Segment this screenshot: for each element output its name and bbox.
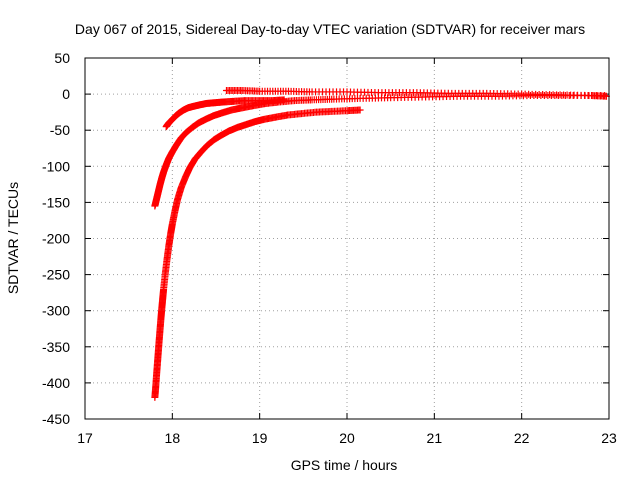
y-tick-labels: 50 0 -50 -100 -150 -200 -250 -300 -350 -400 -450 <box>42 50 70 427</box>
data-points <box>151 86 610 401</box>
y-tick-label: -400 <box>42 375 70 391</box>
x-tick-label: 23 <box>601 430 617 446</box>
data-point <box>280 96 288 104</box>
y-tick-label: -150 <box>42 194 70 210</box>
series-satellite-track-2 <box>151 92 609 210</box>
y-tick-label: -250 <box>42 267 70 283</box>
data-point <box>356 106 364 114</box>
series-satellite-track-3 <box>162 96 288 131</box>
x-axis-label: GPS time / hours <box>291 457 398 473</box>
x-tick-label: 19 <box>252 430 268 446</box>
plot-frame <box>84 57 610 420</box>
chart-title: Day 067 of 2015, Sidereal Day-to-day VTE… <box>75 21 585 37</box>
y-tick-label: -350 <box>42 339 70 355</box>
x-tick-label: 22 <box>514 430 530 446</box>
y-tick-label: -200 <box>42 231 70 247</box>
y-tick-label: -50 <box>50 122 70 138</box>
y-tick-label: 50 <box>54 50 70 66</box>
y-tick-label: -300 <box>42 303 70 319</box>
y-tick-label: 0 <box>62 86 70 102</box>
x-tick-labels: 17 18 19 20 21 22 23 <box>77 430 617 446</box>
x-tick-label: 20 <box>339 430 355 446</box>
series-satellite-track-4 <box>222 86 610 100</box>
x-tick-label: 18 <box>165 430 181 446</box>
x-tick-label: 21 <box>427 430 443 446</box>
y-tick-label: -450 <box>42 411 70 427</box>
series-satellite-track-1 <box>151 106 364 401</box>
y-tick-label: -100 <box>42 158 70 174</box>
x-tick-label: 17 <box>77 430 93 446</box>
y-axis-label: SDTVAR / TECUs <box>5 182 21 294</box>
